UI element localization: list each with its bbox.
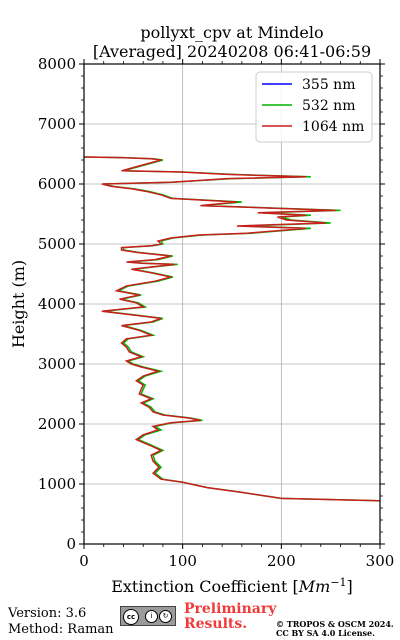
x-tick-label: 300 <box>366 552 395 570</box>
legend-label: 532 nm <box>302 98 355 114</box>
series-line-532-nm <box>84 156 380 502</box>
legend: 355 nm 532 nm 1064 nm <box>255 71 373 143</box>
y-tick-label: 7000 <box>38 115 76 133</box>
copyright-line2: CC BY SA 4.0 License. <box>276 628 375 638</box>
series-line-1064-nm <box>84 156 380 502</box>
y-tick-label: 4000 <box>38 295 76 313</box>
preliminary-line1: Preliminary <box>184 601 277 617</box>
y-axis-label: Height (m) <box>9 260 28 348</box>
y-tick-label: 3000 <box>38 355 76 373</box>
legend-label: 1064 nm <box>302 119 364 135</box>
copyright-notice: © TROPOS & OSCM 2024. CC BY SA 4.0 Licen… <box>276 620 394 638</box>
x-axis-label: Extinction Coefficient [Mm−1] <box>111 576 353 596</box>
extinction-profile-chart: pollyxt_cpv at Mindelo [Averaged] 202402… <box>9 23 395 596</box>
preliminary-results-label: Preliminary Results. <box>184 602 276 632</box>
preliminary-line2: Results. <box>184 616 248 632</box>
copyright-line1: © TROPOS & OSCM 2024. <box>276 619 394 629</box>
x-tick-label: 100 <box>168 552 197 570</box>
y-tick-label: 6000 <box>38 175 76 193</box>
x-tick-label: 0 <box>79 552 89 570</box>
chart-title-line2: [Averaged] 20240208 06:41-06:59 <box>93 42 371 61</box>
y-tick-label: 5000 <box>38 235 76 253</box>
x-tick-label: 200 <box>267 552 296 570</box>
legend-label: 355 nm <box>302 77 355 93</box>
y-tick-label: 8000 <box>38 55 76 73</box>
method-text: Method: Raman <box>8 622 114 637</box>
chart-title-line1: pollyxt_cpv at Mindelo <box>140 23 323 42</box>
y-tick-label: 2000 <box>38 415 76 433</box>
y-tick-label: 1000 <box>38 475 76 493</box>
cc-by-sa-icon: cc i ↻ <box>120 606 176 626</box>
version-text: Version: 3.6 <box>8 606 87 621</box>
y-tick-label: 0 <box>66 535 76 553</box>
legend-box <box>255 71 373 143</box>
plot-area: 0 100 200 300010002000300040005000600070008… <box>38 55 395 570</box>
